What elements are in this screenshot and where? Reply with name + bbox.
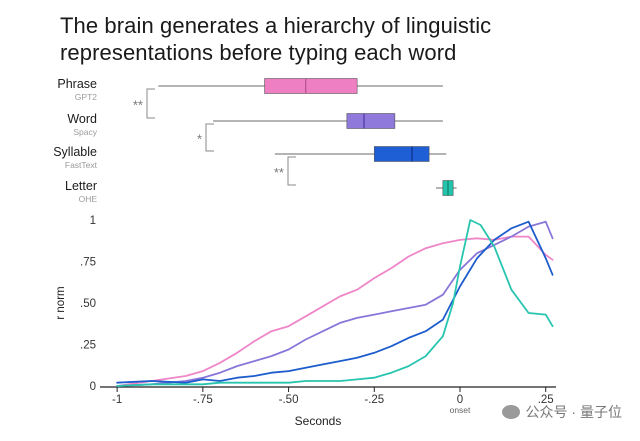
x-tick-label: -.25 [364, 394, 384, 406]
box-iqr-phrase [264, 78, 358, 94]
chart-title-line-1: The brain generates a hierarchy of lingu… [60, 13, 492, 38]
box-label-letter: Letter [65, 179, 97, 193]
wechat-icon [501, 405, 520, 419]
box-sublabel-letter: OHE [79, 194, 98, 204]
box-label-word: Word [67, 112, 97, 126]
significance-label-2: * [197, 132, 202, 147]
box-label-syllable: Syllable [53, 145, 97, 159]
y-tick-label: .75 [80, 257, 96, 269]
x-tick-label: -.75 [193, 394, 213, 406]
y-tick-label: 0 [90, 381, 96, 393]
series-line-letter [116, 219, 554, 387]
box-iqr-syllable [373, 146, 430, 162]
significance-label-1: ** [133, 98, 143, 113]
box-label-phrase: Phrase [57, 77, 97, 91]
significance-label-3: ** [274, 165, 284, 180]
significance-bracket-3 [287, 156, 296, 186]
chart-title: The brain generates a hierarchy of lingu… [60, 12, 620, 66]
watermark-text: 公众号 · 量子位 [525, 404, 622, 420]
series-line-syllable [116, 220, 554, 384]
y-axis-label: r norm [55, 286, 67, 319]
x-tick-label: 0 [457, 394, 463, 406]
box-sublabel-phrase: GPT2 [75, 92, 97, 102]
x-tick-label: -.50 [279, 394, 299, 406]
chart-title-line-2: representations before typing each word [60, 40, 457, 65]
box-sublabel-word: Spacy [73, 127, 97, 137]
watermark: 公众号 · 量子位 [501, 402, 622, 422]
y-tick-label: .50 [80, 298, 96, 310]
significance-bracket-1 [146, 88, 155, 119]
y-tick-label: .25 [80, 340, 96, 352]
x-tick-label: .25 [538, 394, 554, 406]
series-line-word [116, 220, 554, 387]
significance-bracket-2 [205, 123, 214, 152]
x-axis-label: Seconds [295, 414, 342, 428]
onset-label: onset [450, 405, 471, 415]
series-line-phrase [116, 235, 554, 387]
y-tick-label: 1 [90, 215, 96, 227]
box-iqr-word [346, 113, 396, 129]
box-sublabel-syllable: FastText [65, 160, 98, 170]
x-tick-label: -1 [112, 394, 122, 406]
